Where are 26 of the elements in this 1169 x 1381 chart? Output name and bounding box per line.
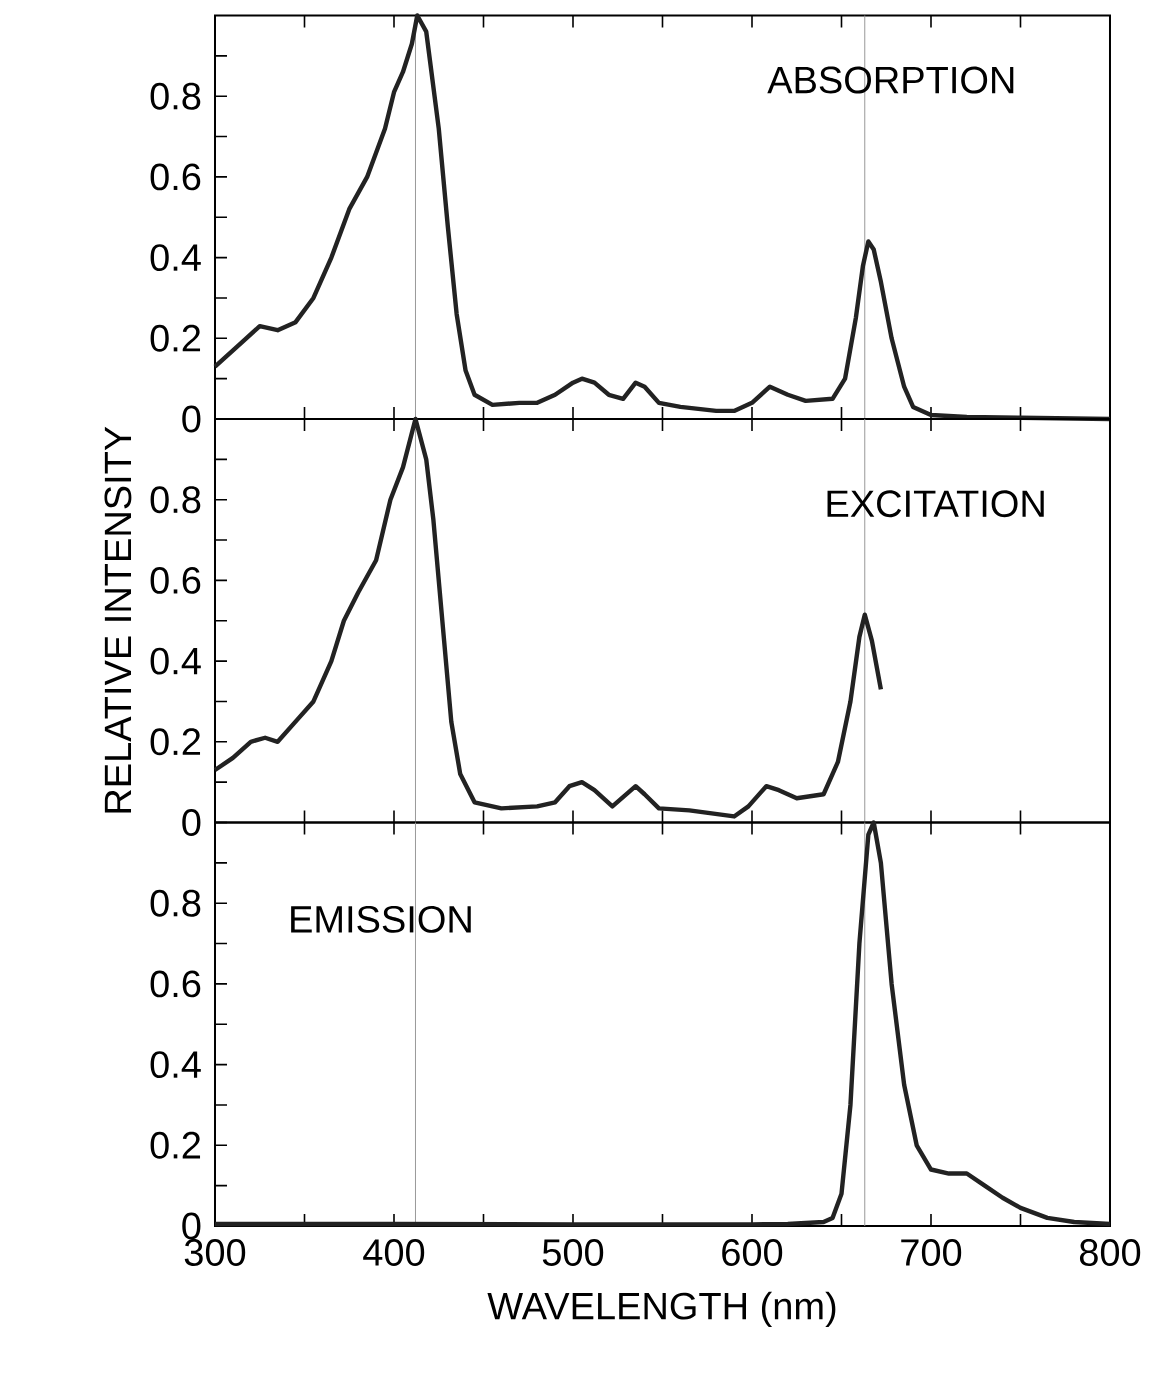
y-tick-label: 0.2 xyxy=(150,728,201,756)
y-tick-label: 0.8 xyxy=(150,486,201,514)
y-tick-label: 0.4 xyxy=(150,244,201,272)
y-tick-label: 0.8 xyxy=(150,82,201,110)
x-tick-label: 600 xyxy=(722,1239,783,1266)
y-tick-label: 0.6 xyxy=(150,970,201,998)
y-tick-label: 0.2 xyxy=(150,324,201,352)
y-axis-title: RELATIVE INTENSITY xyxy=(104,426,132,813)
y-tick-label: 0.6 xyxy=(150,163,201,191)
y-tick-label: 0.2 xyxy=(150,1131,201,1159)
y-tick-label: 0.4 xyxy=(150,1051,201,1079)
x-tick-label: 400 xyxy=(363,1239,425,1266)
x-axis-title: WAVELENGTH (nm) xyxy=(487,1291,836,1328)
y-tick-label: 0.8 xyxy=(150,889,201,917)
annotation: EMISSION xyxy=(291,905,471,933)
x-tick-label: 500 xyxy=(542,1239,604,1266)
y-tick-label: 0 xyxy=(182,809,201,836)
y-tick-label: 0 xyxy=(182,405,201,433)
annotation: ABSORPTION xyxy=(767,66,1014,94)
y-tick-label: 0 xyxy=(182,1212,201,1240)
x-tick-label: 700 xyxy=(901,1239,962,1266)
annotation: EXCITATION xyxy=(827,490,1044,518)
y-tick-label: 0.6 xyxy=(150,566,201,594)
x-tick-label: 800 xyxy=(1079,1239,1141,1266)
y-tick-label: 0.4 xyxy=(150,647,201,675)
x-tick-label: 300 xyxy=(184,1239,246,1266)
